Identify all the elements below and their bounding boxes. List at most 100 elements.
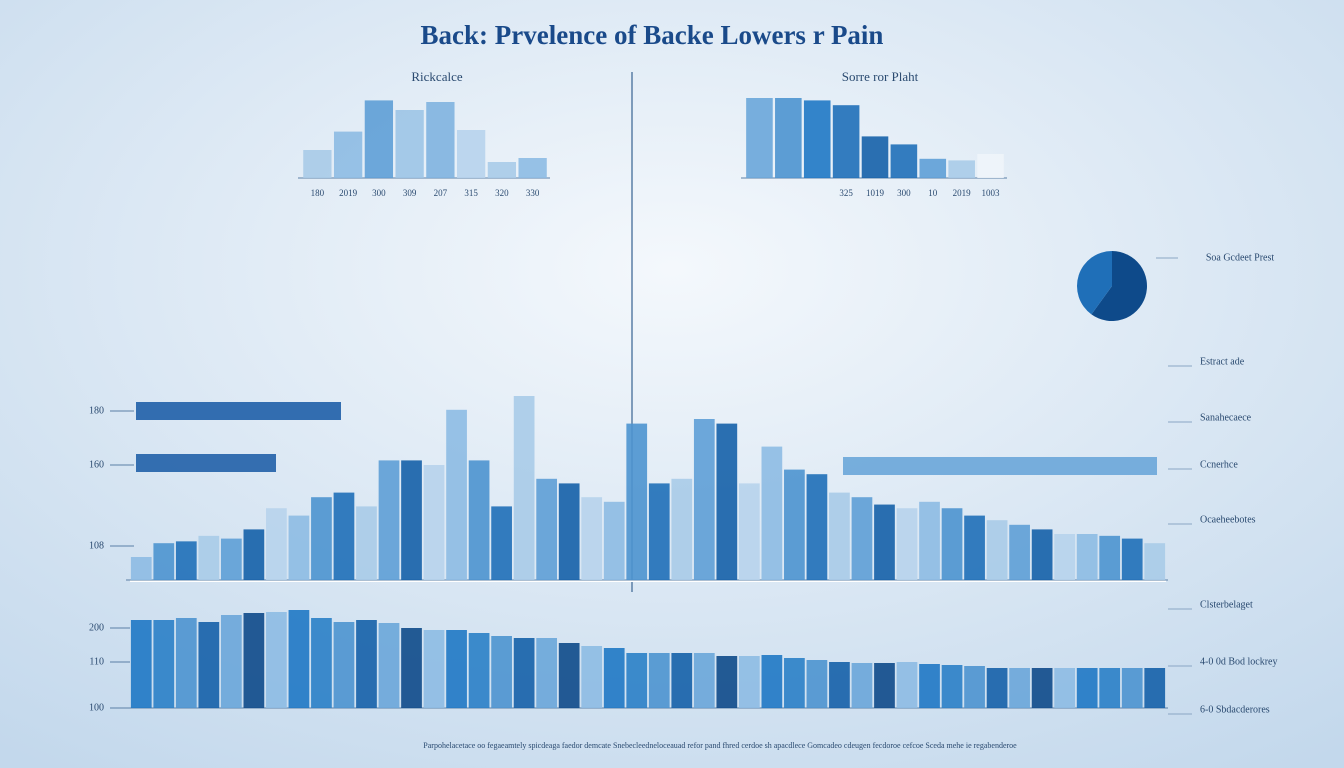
- bar: [964, 515, 985, 580]
- x-tick-label: 1019: [866, 188, 885, 198]
- bar: [536, 478, 558, 580]
- bar: [446, 630, 467, 708]
- bar: [356, 620, 377, 708]
- x-tick-label: 300: [897, 188, 911, 198]
- bar: [288, 515, 310, 580]
- bar: [716, 656, 738, 708]
- x-tick-label: 315: [464, 188, 478, 198]
- bar: [220, 538, 242, 580]
- bar: [919, 501, 940, 580]
- bar: [130, 557, 152, 580]
- bar: [874, 663, 895, 708]
- bar: [761, 446, 783, 580]
- bar: [1031, 668, 1053, 708]
- bar: [829, 662, 850, 708]
- bar: [977, 154, 1004, 178]
- bar: [536, 638, 558, 708]
- bar: [603, 501, 625, 580]
- side-label: 180: [89, 405, 104, 416]
- bar: [378, 460, 400, 580]
- bar: [153, 543, 175, 580]
- bar: [401, 628, 422, 708]
- bar: [311, 497, 332, 580]
- side-label: Sanahecaece: [1200, 412, 1252, 423]
- pie-slice: [1077, 251, 1112, 315]
- bar: [843, 457, 1157, 475]
- bar: [986, 668, 1008, 708]
- side-label: 110: [89, 656, 104, 667]
- bar: [491, 506, 512, 580]
- x-tick-label: 10: [928, 188, 938, 198]
- bar: [1009, 668, 1030, 708]
- bar: [426, 102, 455, 178]
- bar: [395, 110, 424, 178]
- bar: [761, 655, 783, 708]
- bar: [626, 423, 648, 580]
- bar: [513, 396, 535, 580]
- bar: [806, 474, 828, 580]
- bar: [266, 612, 287, 708]
- bar: [746, 98, 773, 178]
- chart-title: Sorre ror Plaht: [842, 69, 919, 84]
- bar: [198, 622, 220, 708]
- bar: [784, 658, 805, 708]
- footnote: Parpohelacetace oo fegaeamtely spicdeaga…: [423, 741, 1017, 750]
- bar: [153, 620, 175, 708]
- bar: [919, 158, 947, 178]
- bar: [803, 100, 831, 178]
- x-tick-label: 207: [434, 188, 448, 198]
- bar: [890, 144, 918, 178]
- bar: [558, 483, 580, 580]
- x-tick-label: 330: [526, 188, 540, 198]
- bar: [1099, 535, 1121, 580]
- bar: [693, 653, 715, 708]
- bar: [423, 465, 445, 580]
- bar: [446, 409, 467, 580]
- bar: [311, 618, 332, 708]
- bar: [243, 529, 265, 580]
- bar: [861, 136, 889, 178]
- side-label: 108: [89, 540, 104, 551]
- bar: [243, 613, 265, 708]
- side-label: 100: [89, 702, 104, 713]
- bar: [288, 610, 310, 708]
- chart-title: Rickcalce: [411, 69, 462, 84]
- x-tick-label: 300: [372, 188, 386, 198]
- bar: [333, 131, 363, 178]
- bar: [136, 402, 341, 420]
- x-tick-label: 180: [311, 188, 325, 198]
- side-label: Estract ade: [1200, 356, 1245, 367]
- bar: [136, 454, 276, 472]
- bar: [648, 653, 670, 708]
- bar: [716, 423, 738, 580]
- side-label: 4-0 0d Bod lockrey: [1200, 656, 1278, 667]
- bar: [948, 160, 975, 178]
- bar: [198, 535, 220, 580]
- bar: [851, 663, 873, 708]
- x-tick-label: 309: [403, 188, 417, 198]
- pie-slice: [1091, 251, 1147, 322]
- x-tick-label: 325: [839, 188, 853, 198]
- bar: [1076, 668, 1098, 708]
- bar: [964, 666, 985, 708]
- bar: [1121, 668, 1143, 708]
- bar: [581, 646, 603, 708]
- bar: [671, 478, 693, 580]
- bar: [896, 508, 918, 580]
- bar: [851, 497, 873, 580]
- bar: [784, 469, 805, 580]
- x-tick-label: 2019: [339, 188, 358, 198]
- bar: [423, 630, 445, 708]
- bar: [626, 653, 648, 708]
- bar: [1054, 534, 1076, 580]
- bar: [333, 492, 355, 580]
- bar: [364, 100, 394, 178]
- bar: [693, 419, 715, 580]
- bar: [456, 130, 486, 178]
- bar: [518, 158, 547, 178]
- bar: [333, 622, 355, 708]
- bar: [1031, 529, 1053, 580]
- x-tick-label: 320: [495, 188, 509, 198]
- bar: [775, 98, 802, 178]
